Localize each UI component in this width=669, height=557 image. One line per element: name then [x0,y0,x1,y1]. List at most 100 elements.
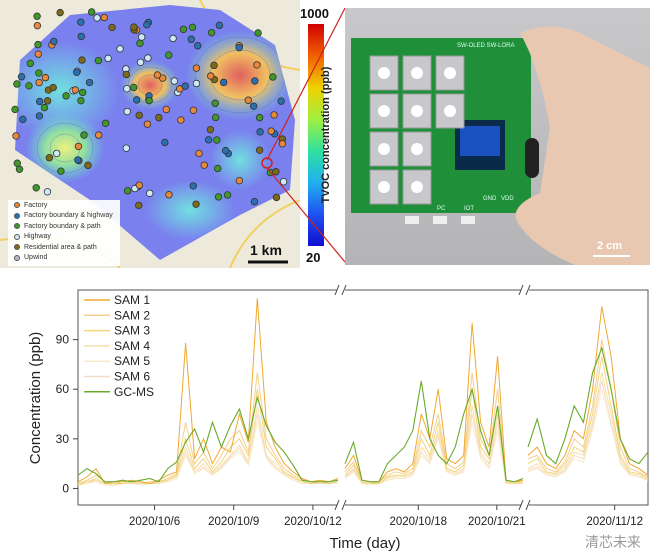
sampling-site-marker [250,197,259,206]
sampling-site-marker [165,51,173,59]
series-line-sam-1 [527,306,649,476]
sampling-site-marker [135,201,143,210]
sampling-site-marker [77,18,85,26]
legend-dot-icon [14,202,20,209]
legend-dot-icon [14,254,20,261]
sensor-module [369,131,399,167]
x-tick-label: 2020/10/18 [390,516,448,528]
sampling-site-marker [206,125,215,134]
sampling-site-marker [122,144,131,152]
map-legend-label: Factory boundary & highway [24,212,113,220]
sampling-site-marker [122,70,131,79]
axis-break-gap [337,503,345,507]
series-line-sam-1 [77,298,339,485]
sampling-site-marker [25,82,33,90]
x-tick-label: 2020/10/12 [284,516,342,528]
sampling-site-marker [145,96,153,105]
sensor-window [378,181,390,193]
legend-label: SAM 2 [114,308,150,322]
series-line-sam-3 [77,389,339,486]
sampling-site-marker [207,72,215,80]
sampling-site-marker [137,33,146,41]
sampling-site-marker [254,29,262,37]
sampling-site-marker [11,105,19,114]
sampling-site-marker [244,96,252,104]
sampling-site-marker [145,189,154,197]
port-label-iot: IOT [464,206,474,212]
map-legend-item: Upwind [8,253,120,264]
sampling-site-marker [49,83,57,92]
sampling-site-marker [188,23,197,32]
legend-label: SAM 6 [114,370,150,384]
sampling-site-marker [200,161,208,169]
sampling-site-marker [192,200,200,208]
sampling-site-marker [84,161,92,170]
sampling-site-marker [12,132,20,140]
sensor-window [378,67,390,79]
sensor-window [411,181,423,193]
sampling-site-marker [269,73,277,81]
photo-scale-label: 2 cm [597,240,623,252]
sampling-site-marker [78,88,87,97]
sampling-site-marker [179,25,188,33]
x-tick-label: 2020/11/12 [586,516,643,528]
sampling-site-marker [33,21,42,30]
sampling-site-marker [194,42,202,50]
sampling-site-marker [15,165,24,173]
map-legend-label: Highway [24,233,51,241]
sampling-site-marker [17,73,26,81]
sampling-site-marker [87,8,96,16]
map-legend-item: Factory boundary & path [8,221,120,232]
sampling-site-marker [192,79,201,88]
series-line-sam-4 [344,405,523,484]
sampling-site-marker [253,61,261,69]
colorbar [308,24,324,246]
sensor-window [411,105,423,117]
sampling-site-marker [213,136,221,144]
sampling-site-marker [267,127,275,135]
series-line-gc-ms [77,395,339,483]
sampling-site-marker [272,168,280,176]
map-canvas [0,0,301,269]
sensor-window [444,105,456,117]
sampling-site-marker [215,21,224,30]
sampling-site-marker [43,188,52,196]
series-line-sam-4 [527,372,649,481]
sampling-site-marker [155,113,163,122]
sampling-site-marker [41,73,50,82]
x-tick-label: 2020/10/9 [208,516,259,528]
sampling-site-marker [207,28,216,37]
axis-break-mark [518,499,524,511]
sampling-site-marker [214,193,223,201]
legend-label: GC-MS [114,385,154,399]
sampling-site-marker [74,142,83,151]
sampling-site-marker [80,131,88,139]
sampling-site-marker [162,105,171,114]
sampling-site-marker [50,37,58,46]
switch-label: SW-OLED SW-LORA [457,43,515,49]
sampling-site-marker [153,71,162,79]
series-line-sam-4 [77,405,339,486]
y-tick-label: 30 [56,432,70,446]
sampling-site-marker [101,119,110,127]
callout-lines [261,7,346,263]
sampling-site-marker [219,78,228,87]
colorbar-min-label: 20 [306,250,321,265]
sampling-site-marker [279,177,288,186]
legend-label: SAM 4 [114,339,150,353]
sampling-site-marker [250,102,258,110]
series-line-gc-ms [527,345,649,465]
map-legend-label: Factory boundary & path [24,222,101,230]
sampling-site-marker [35,112,44,120]
sampling-site-marker [143,21,151,29]
sampling-site-marker [13,80,21,88]
sampling-site-marker [85,78,94,87]
axis-break-mark [334,284,340,296]
sampling-site-marker [135,111,143,120]
sampling-site-marker [270,111,278,119]
sampling-site-marker [256,128,264,136]
sampling-site-marker [130,23,138,31]
sampling-site-marker [123,107,131,116]
sampling-site-marker [40,103,49,112]
